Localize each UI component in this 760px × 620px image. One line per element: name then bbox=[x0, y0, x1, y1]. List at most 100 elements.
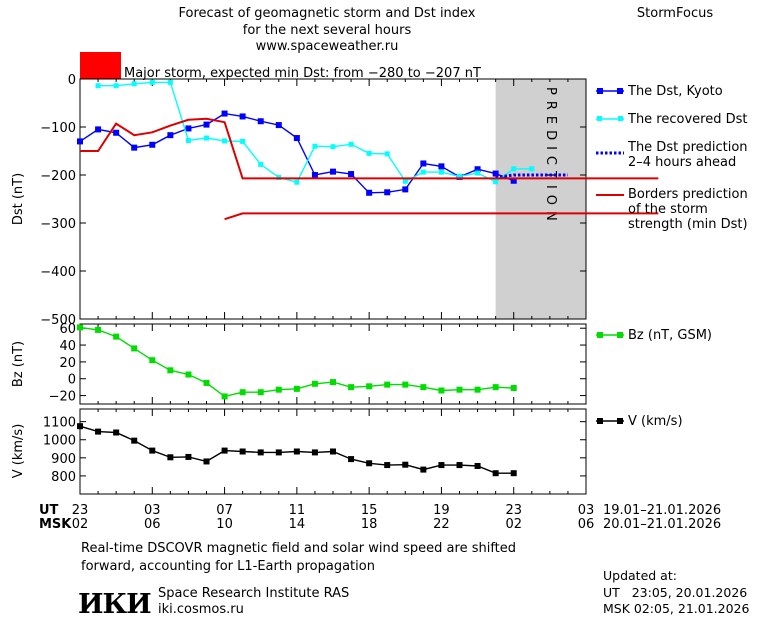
data-point bbox=[348, 171, 355, 178]
data-point bbox=[239, 448, 246, 455]
data-point bbox=[149, 141, 156, 148]
storm-level-text: Major storm, expected min Dst: from −280… bbox=[124, 66, 481, 81]
series-line bbox=[495, 173, 568, 179]
x-axis-labels: UT MSK 19.01–21.01.2026 20.01–21.01.2026… bbox=[39, 503, 721, 532]
data-point bbox=[95, 126, 102, 133]
data-point bbox=[402, 178, 408, 184]
iki-logo: ИКИ bbox=[78, 589, 151, 620]
data-point bbox=[438, 387, 445, 394]
website-link[interactable]: www.spaceweather.ru bbox=[256, 39, 399, 54]
brand-name: StormFocus bbox=[637, 6, 713, 21]
data-point bbox=[438, 169, 444, 175]
dst-panel: PREDICTION 0 −100 −200 −300 −400 −500 Dst (nT) bbox=[11, 73, 659, 328]
msk-tick-label: 02 bbox=[72, 517, 89, 532]
data-point bbox=[113, 333, 120, 340]
legend-bz-label: Bz (nT, GSM) bbox=[628, 328, 712, 343]
ut-tick-label: 23 bbox=[72, 503, 89, 518]
msk-tick-label: 06 bbox=[144, 517, 161, 532]
data-point bbox=[366, 150, 372, 156]
data-point bbox=[493, 179, 499, 185]
data-point bbox=[456, 386, 463, 393]
legend-dst-label: The Dst, Kyoto bbox=[627, 84, 723, 99]
legend-recovered-marker bbox=[597, 116, 602, 121]
legend-prediction-label: The Dst prediction 2–4 hours ahead bbox=[627, 140, 748, 170]
legend-dst-marker bbox=[617, 88, 623, 94]
msk-date-range: 20.01–21.01.2026 bbox=[603, 517, 721, 532]
data-point bbox=[167, 79, 173, 85]
y-axis-label: Bz (nT) bbox=[11, 341, 26, 387]
ut-date-range: 19.01–21.01.2026 bbox=[603, 503, 721, 518]
data-point bbox=[384, 381, 391, 388]
data-point bbox=[330, 168, 336, 175]
ut-tick-label: 03 bbox=[144, 503, 161, 518]
data-point bbox=[185, 125, 192, 132]
data-point bbox=[240, 138, 246, 144]
legend-item-dst-kyoto: The Dst, Kyoto bbox=[596, 84, 723, 99]
data-point bbox=[311, 449, 318, 456]
series-line bbox=[80, 117, 659, 180]
data-point bbox=[239, 389, 246, 396]
data-point bbox=[149, 447, 156, 454]
legend-item-bz: Bz (nT, GSM) bbox=[596, 328, 712, 343]
data-point bbox=[131, 144, 138, 151]
y-tick-label: −400 bbox=[40, 265, 76, 280]
institute-website[interactable]: iki.cosmos.ru bbox=[158, 602, 244, 617]
data-point bbox=[438, 163, 445, 170]
data-point bbox=[131, 437, 138, 444]
y-axis-label: V (km/s) bbox=[11, 424, 26, 479]
data-point bbox=[185, 453, 192, 460]
ut-axis-label: UT bbox=[39, 503, 59, 518]
msk-tick-label: 06 bbox=[578, 517, 595, 532]
legend-label-line: 2–4 hours ahead bbox=[628, 155, 736, 170]
data-point bbox=[402, 461, 409, 468]
data-point bbox=[330, 448, 336, 455]
data-point bbox=[221, 110, 228, 117]
data-point bbox=[366, 189, 373, 196]
data-point bbox=[77, 423, 83, 430]
prediction-label: PREDICTION bbox=[543, 87, 558, 227]
data-point bbox=[77, 138, 83, 145]
data-point bbox=[438, 462, 445, 469]
y-tick-label: −200 bbox=[40, 169, 76, 184]
legend-label-line: The Dst prediction bbox=[627, 140, 748, 155]
msk-tick-label: 22 bbox=[433, 517, 450, 532]
data-point bbox=[510, 385, 517, 391]
y-tick-label: −20 bbox=[49, 390, 76, 405]
series-line bbox=[98, 81, 532, 184]
data-point bbox=[492, 470, 499, 477]
y-axis-label: Dst (nT) bbox=[11, 173, 26, 225]
note-line-2: forward, accounting for L1-Earth propaga… bbox=[81, 559, 375, 574]
data-point bbox=[149, 357, 156, 364]
data-point bbox=[384, 151, 390, 157]
data-point bbox=[384, 462, 391, 469]
legend-item-speed: V (km/s) bbox=[596, 414, 683, 429]
data-point bbox=[275, 449, 282, 456]
y-tick-label: 1000 bbox=[43, 434, 76, 449]
data-point bbox=[456, 462, 463, 469]
data-point bbox=[167, 367, 174, 374]
legend-item-borders: Borders prediction of the storm strength (… bbox=[596, 187, 748, 232]
data-point bbox=[275, 386, 282, 393]
data-point bbox=[492, 384, 499, 391]
msk-tick-label: 02 bbox=[505, 517, 522, 532]
data-point bbox=[203, 379, 210, 386]
data-point bbox=[293, 385, 300, 392]
data-point bbox=[258, 161, 264, 167]
data-point bbox=[366, 383, 373, 390]
updated-msk: MSK 02:05, 21.01.2026 bbox=[603, 601, 749, 616]
data-point bbox=[330, 144, 336, 150]
data-point bbox=[402, 381, 409, 388]
msk-tick-label: 10 bbox=[216, 517, 233, 532]
data-point bbox=[95, 326, 102, 333]
data-point bbox=[203, 458, 210, 465]
bz-panel: 60 40 20 0 −20 Bz (nT) bbox=[11, 322, 587, 405]
chart-title-line-2: for the next several hours bbox=[243, 23, 412, 38]
chart-title-line-1: Forecast of geomagnetic storm and Dst in… bbox=[178, 6, 475, 21]
data-point bbox=[474, 386, 481, 393]
data-point bbox=[511, 166, 517, 172]
y-tick-label: 40 bbox=[59, 339, 76, 354]
data-point bbox=[113, 129, 120, 136]
data-point bbox=[474, 462, 481, 469]
data-point bbox=[95, 428, 102, 435]
